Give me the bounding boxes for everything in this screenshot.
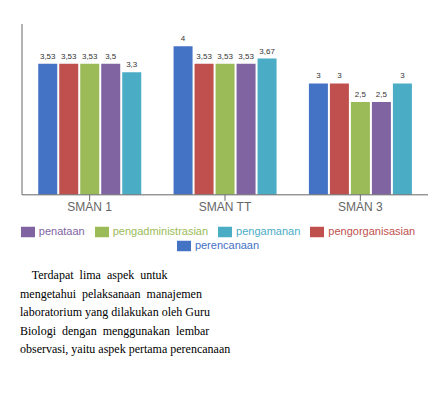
html-text:penataan: penataan xyxy=(38,224,85,237)
html-text:pengorganisasian: pengorganisasian xyxy=(328,224,416,237)
svg-text:2,5: 2,5 xyxy=(355,90,367,99)
svg-text:3,53: 3,53 xyxy=(40,52,56,61)
svg-text:3,53: 3,53 xyxy=(61,52,77,61)
svg-text:3,53: 3,53 xyxy=(238,52,254,61)
svg-text:4: 4 xyxy=(181,34,186,43)
html-text:pengamanan: pengamanan xyxy=(236,224,301,237)
html-text:perencanaan: perencanaan xyxy=(194,238,260,251)
html-text:laboratorium yang dilakukan ol: laboratorium yang dilakukan oleh Guru xyxy=(20,305,210,320)
svg-text:3: 3 xyxy=(337,71,342,80)
html-text:Biologi dengan menggunakan lem: Biologi dengan menggunakan lembar xyxy=(20,323,210,338)
html-text:pengadministrasian: pengadministrasian xyxy=(112,224,209,237)
svg-text:3,53: 3,53 xyxy=(196,52,212,61)
svg-text:3: 3 xyxy=(400,71,405,80)
html-text:Terdapat lima aspek untuk: Terdapat lima aspek untuk xyxy=(20,268,168,282)
svg-text:2,5: 2,5 xyxy=(376,90,388,99)
html-text:mengetahui pelaksanaan manajem: mengetahui pelaksanaan manajemen xyxy=(20,286,202,301)
svg-text:3,67: 3,67 xyxy=(259,47,275,56)
svg-text:3: 3 xyxy=(316,71,321,80)
svg-text:3,3: 3,3 xyxy=(126,60,138,69)
svg-text:3,53: 3,53 xyxy=(217,52,233,61)
svg-text:SMAN 3: SMAN 3 xyxy=(338,200,383,214)
svg-text:SMAN 1: SMAN 1 xyxy=(67,200,112,214)
html-text:observasi, yaitu aspek pertama: observasi, yaitu aspek pertama perencana… xyxy=(20,342,231,357)
svg-text:SMAN TT: SMAN TT xyxy=(199,200,252,214)
svg-text:3,5: 3,5 xyxy=(105,52,117,61)
svg-text:3,53: 3,53 xyxy=(82,52,98,61)
